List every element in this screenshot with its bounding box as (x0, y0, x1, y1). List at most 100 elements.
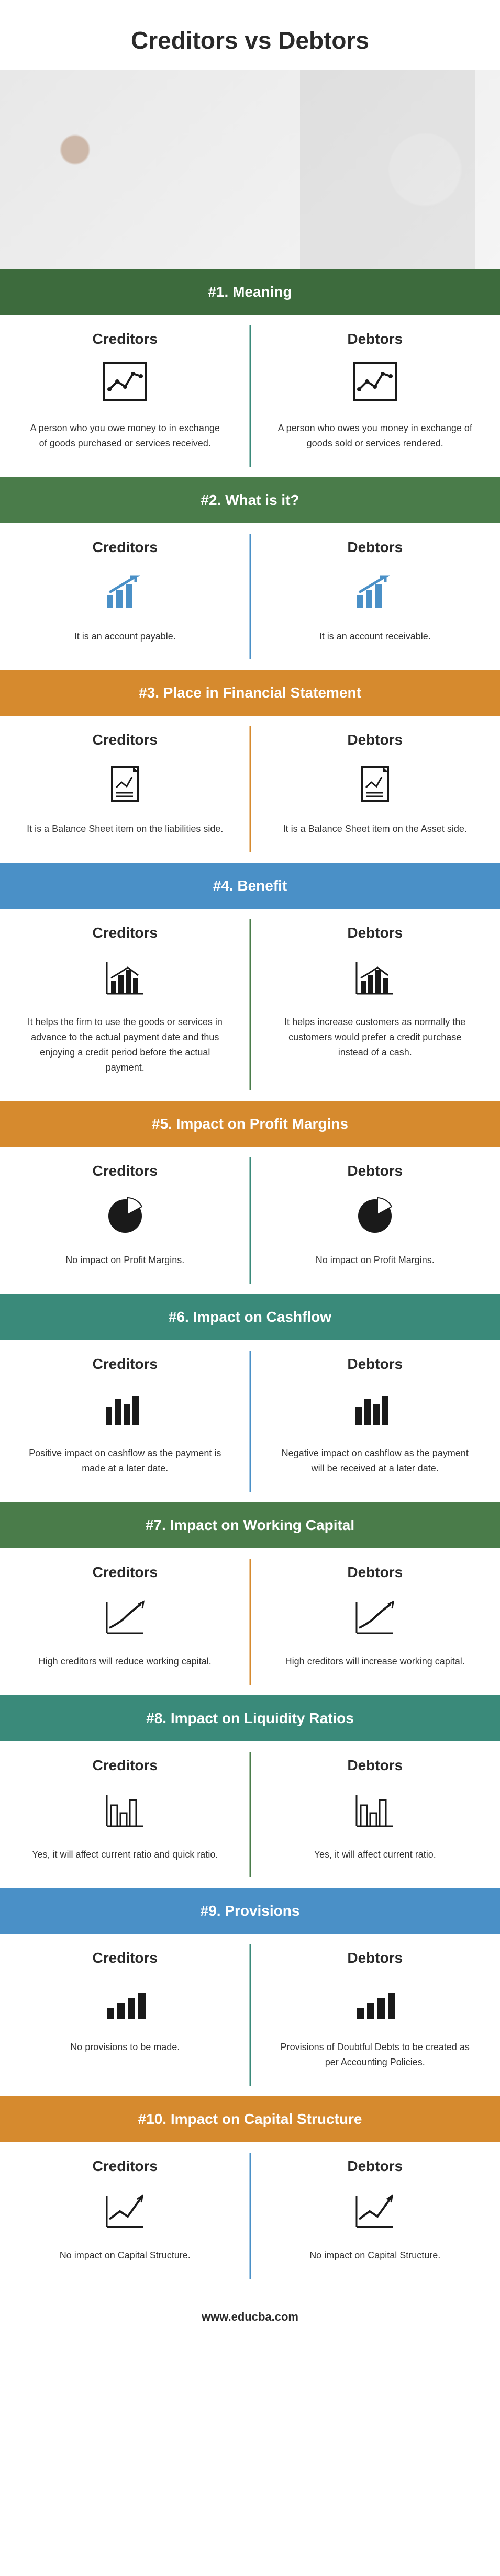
creditors-heading: Creditors (21, 2158, 229, 2175)
line-chart-icon (351, 361, 398, 408)
debtors-column: Debtors A person who owes you money in ex… (250, 331, 500, 451)
creditors-heading: Creditors (21, 331, 229, 347)
creditors-column: Creditors No impact on Profit Margins. (0, 1163, 250, 1268)
footer: www.educba.com (0, 2289, 500, 2345)
creditors-text: It helps the firm to use the goods or se… (26, 1015, 225, 1075)
creditors-text: No provisions to be made. (26, 2040, 225, 2055)
debtors-column: Debtors It is an account receivable. (250, 539, 500, 644)
creditors-column: Creditors Positive impact on cashflow as … (0, 1356, 250, 1476)
debtors-column: Debtors It helps increase customers as no… (250, 925, 500, 1075)
bar-chart-icon (102, 954, 149, 1002)
hero-image (0, 70, 500, 269)
creditors-column: Creditors Yes, it will affect current rat… (0, 1757, 250, 1862)
debtors-heading: Debtors (271, 1356, 480, 1373)
debtors-text: Provisions of Doubtful Debts to be creat… (275, 2040, 474, 2070)
creditors-text: A person who you owe money to in exchang… (26, 421, 225, 451)
comparison-row-10: CreditorsNo impact on Capital Structure.… (0, 2142, 500, 2289)
section-banner-2: #2. What is it? (0, 477, 500, 523)
bars-small-icon (102, 1787, 149, 1834)
creditors-column: Creditors It is an account payable. (0, 539, 250, 644)
comparison-row-1: Creditors A person who you owe money to i… (0, 315, 500, 477)
debtors-text: Negative impact on cashflow as the payme… (275, 1446, 474, 1476)
debtors-text: A person who owes you money in exchange … (275, 421, 474, 451)
creditors-heading: Creditors (21, 1950, 229, 1966)
trend-icon (351, 1594, 398, 1641)
debtors-text: It is an account receivable. (275, 629, 474, 644)
creditors-text: It is a Balance Sheet item on the liabil… (26, 822, 225, 837)
debtors-heading: Debtors (271, 539, 480, 556)
comparison-row-4: Creditors It helps the firm to use the go… (0, 909, 500, 1101)
section-banner-7: #7. Impact on Working Capital (0, 1502, 500, 1548)
comparison-row-9: Creditors No provisions to be made. Debtor… (0, 1934, 500, 2096)
creditors-text: Yes, it will affect current ratio and qu… (26, 1847, 225, 1862)
debtors-column: Debtors It is a Balance Sheet item on the… (250, 732, 500, 837)
creditors-text: High creditors will reduce working capit… (26, 1654, 225, 1669)
debtors-heading: Debtors (271, 2158, 480, 2175)
debtors-heading: Debtors (271, 1163, 480, 1179)
creditors-text: It is an account payable. (26, 629, 225, 644)
section-banner-10: #10. Impact on Capital Structure (0, 2096, 500, 2142)
footer-url: www.educba.com (202, 2310, 298, 2323)
debtors-heading: Debtors (271, 331, 480, 347)
comparison-row-3: Creditors It is a Balance Sheet item on t… (0, 716, 500, 863)
line-chart-icon (102, 361, 149, 408)
debtors-column: Debtors Negative impact on cashflow as th… (250, 1356, 500, 1476)
simple-trend-icon (351, 2188, 398, 2235)
comparison-row-7: Creditors High creditors will reduce work… (0, 1548, 500, 1695)
section-banner-3: #3. Place in Financial Statement (0, 670, 500, 716)
debtors-column: Debtors No impact on Capital Structure. (250, 2158, 500, 2263)
debtors-heading: Debtors (271, 1757, 480, 1774)
debtors-text: It is a Balance Sheet item on the Asset … (275, 822, 474, 837)
bars-icon (351, 1386, 398, 1433)
creditors-column: Creditors High creditors will reduce work… (0, 1564, 250, 1669)
comparison-row-6: Creditors Positive impact on cashflow as … (0, 1340, 500, 1502)
creditors-heading: Creditors (21, 925, 229, 941)
debtors-column: DebtorsHigh creditors will increase work… (250, 1564, 500, 1669)
debtors-text: Yes, it will affect current ratio. (275, 1847, 474, 1862)
document-icon (102, 761, 149, 808)
bar-arrow-icon (102, 569, 149, 616)
section-banner-5: #5. Impact on Profit Margins (0, 1101, 500, 1147)
section-banner-4: #4. Benefit (0, 863, 500, 909)
creditors-heading: Creditors (21, 732, 229, 748)
debtors-text: It helps increase customers as normally … (275, 1015, 474, 1060)
creditors-column: Creditors No provisions to be made. (0, 1950, 250, 2070)
infographic-container: Creditors vs Debtors #1. Meaning Creditor… (0, 0, 500, 2345)
section-banner-1: #1. Meaning (0, 269, 500, 315)
section-banner-9: #9. Provisions (0, 1888, 500, 1934)
debtors-text: No impact on Capital Structure. (275, 2248, 474, 2263)
debtors-text: High creditors will increase working cap… (275, 1654, 474, 1669)
simple-trend-icon (102, 2188, 149, 2235)
debtors-text: No impact on Profit Margins. (275, 1253, 474, 1268)
header: Creditors vs Debtors (0, 0, 500, 70)
trend-icon (102, 1594, 149, 1641)
debtors-column: Debtors No impact on Profit Margins. (250, 1163, 500, 1268)
comparison-row-5: CreditorsNo impact on Profit Margins.Deb… (0, 1147, 500, 1294)
debtors-column: Debtors Provisions of Doubtful Debts to b… (250, 1950, 500, 2070)
bars-small-icon (351, 1787, 398, 1834)
creditors-heading: Creditors (21, 539, 229, 556)
document-icon (351, 761, 398, 808)
creditors-heading: Creditors (21, 1757, 229, 1774)
creditors-column: CreditorsNo impact on Capital Structure. (0, 2158, 250, 2263)
creditors-heading: Creditors (21, 1356, 229, 1373)
creditors-heading: Creditors (21, 1564, 229, 1581)
debtors-column: Debtors Yes, it will affect current ratio… (250, 1757, 500, 1862)
section-banner-6: #6. Impact on Cashflow (0, 1294, 500, 1340)
bars-up-icon (102, 1979, 149, 2027)
creditors-text: No impact on Profit Margins. (26, 1253, 225, 1268)
comparison-row-8: Creditors Yes, it will affect current rat… (0, 1741, 500, 1888)
bar-chart-icon (351, 954, 398, 1002)
bars-up-icon (351, 1979, 398, 2027)
creditors-column: Creditors It is a Balance Sheet item on t… (0, 732, 250, 837)
creditors-text: Positive impact on cashflow as the payme… (26, 1446, 225, 1476)
section-banner-8: #8. Impact on Liquidity Ratios (0, 1695, 500, 1741)
creditors-column: Creditors A person who you owe money to i… (0, 331, 250, 451)
creditors-heading: Creditors (21, 1163, 229, 1179)
page-title: Creditors vs Debtors (10, 26, 490, 54)
debtors-heading: Debtors (271, 732, 480, 748)
debtors-heading: Debtors (271, 1950, 480, 1966)
debtors-heading: Debtors (271, 925, 480, 941)
bar-arrow-icon (351, 569, 398, 616)
bars-icon (102, 1386, 149, 1433)
